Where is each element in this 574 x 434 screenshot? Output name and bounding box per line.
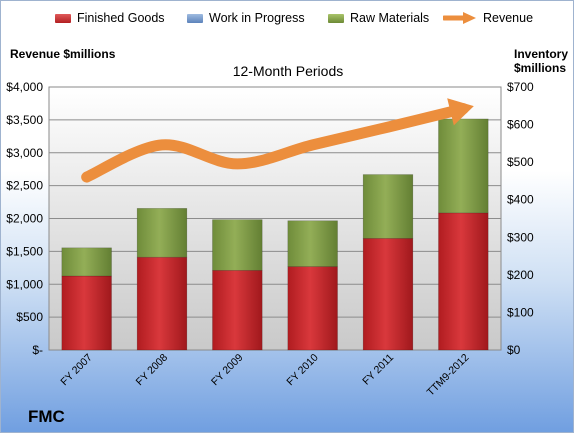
legend-item-revenue: Revenue xyxy=(443,11,533,25)
right-tick-label: $300 xyxy=(507,230,534,244)
revenue-line-path xyxy=(81,103,469,183)
bar-raw-materials xyxy=(212,219,263,271)
legend-item-raw-materials: Raw Materials xyxy=(328,11,429,25)
bar-finished-goods xyxy=(136,256,188,351)
left-tick-label: $1,000 xyxy=(6,277,43,291)
legend-item-finished-goods: Finished Goods xyxy=(55,11,165,25)
bar-raw-materials xyxy=(287,220,338,267)
x-tick-label: FY 2007 xyxy=(58,352,95,389)
legend-swatch-raw-materials xyxy=(328,13,344,23)
right-axis-ticks: $0 $100 $200 $300 $400 $500 $600 $700 xyxy=(507,80,534,357)
legend-item-work-in-progress: Work in Progress xyxy=(187,11,305,25)
legend-arrow-revenue xyxy=(443,12,476,24)
bar-raw-materials xyxy=(61,247,112,277)
legend-swatch-finished-goods xyxy=(55,13,71,23)
bar-raw-materials xyxy=(438,118,489,214)
x-tick-label: FY 2008 xyxy=(134,352,171,389)
bar-raw-materials xyxy=(362,174,414,239)
right-tick-label: $600 xyxy=(507,118,534,132)
legend-label-finished-goods: Finished Goods xyxy=(77,11,165,25)
legend-swatch-work-in-progress xyxy=(187,13,203,23)
left-tick-label: $500 xyxy=(16,310,43,324)
legend-label-work-in-progress: Work in Progress xyxy=(209,11,305,25)
left-tick-label: $3,000 xyxy=(6,146,43,160)
x-tick-label: FY 2009 xyxy=(209,352,246,389)
left-tick-label: $2,500 xyxy=(6,179,43,193)
bar-finished-goods xyxy=(362,238,414,351)
company-name: FMC xyxy=(28,407,65,426)
bar-finished-goods xyxy=(287,266,338,351)
right-tick-label: $500 xyxy=(507,155,534,169)
right-tick-label: $100 xyxy=(507,305,534,319)
left-tick-label: $1,500 xyxy=(6,244,43,258)
right-tick-label: $400 xyxy=(507,193,534,207)
bar-raw-materials xyxy=(136,208,188,258)
left-tick-label: $3,500 xyxy=(6,113,43,127)
x-tick-label: TTM9-2012 xyxy=(425,352,472,399)
right-axis-title: Inventory $millions xyxy=(514,47,569,75)
left-axis-ticks: $- $500 $1,000 $1,500 $2,000 $2,500 $3,000 $3,5… xyxy=(6,80,43,357)
x-tick-label: FY 2010 xyxy=(284,352,321,389)
left-tick-label: $2,000 xyxy=(6,212,43,226)
bar-finished-goods xyxy=(212,270,263,351)
revenue-line xyxy=(81,98,474,183)
inventory-bars xyxy=(61,118,489,351)
left-tick-label: $4,000 xyxy=(6,80,43,94)
left-tick-label: $- xyxy=(32,343,43,357)
left-axis-title: Revenue $millions xyxy=(10,47,116,61)
chart-title: 12-Month Periods xyxy=(232,63,344,79)
legend-label-raw-materials: Raw Materials xyxy=(350,11,430,25)
bar-finished-goods xyxy=(438,212,489,351)
bar-finished-goods xyxy=(61,275,112,351)
x-tick-label: FY 2011 xyxy=(360,352,396,388)
right-tick-label: $0 xyxy=(507,343,521,357)
chart-legend: Finished Goods Work in Progress Raw Mate… xyxy=(1,11,574,33)
revenue-arrowhead xyxy=(447,98,474,126)
right-tick-label: $700 xyxy=(507,80,534,94)
legend-label-revenue: Revenue xyxy=(483,11,534,25)
right-tick-label: $200 xyxy=(507,268,534,282)
x-axis-ticks: FY 2007 FY 2008 FY 2009 FY 2010 FY 2011 TTM9-… xyxy=(58,352,471,399)
